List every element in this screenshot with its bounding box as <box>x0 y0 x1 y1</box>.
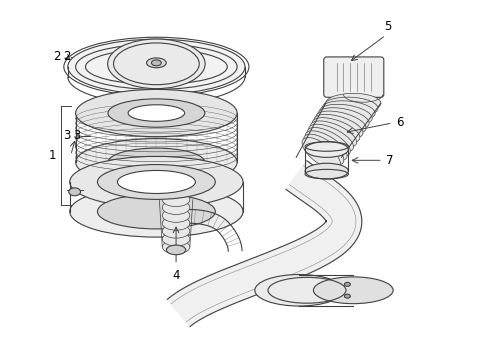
Text: 7: 7 <box>385 154 392 167</box>
Ellipse shape <box>162 240 189 254</box>
Text: 3: 3 <box>63 129 71 142</box>
Text: 4: 4 <box>172 269 180 282</box>
Ellipse shape <box>315 111 366 134</box>
Polygon shape <box>167 161 361 327</box>
Ellipse shape <box>303 134 343 165</box>
Text: 6: 6 <box>395 116 402 129</box>
Ellipse shape <box>151 60 161 66</box>
Ellipse shape <box>162 193 189 207</box>
Ellipse shape <box>68 39 244 94</box>
Ellipse shape <box>313 114 362 139</box>
Ellipse shape <box>76 89 237 137</box>
Ellipse shape <box>325 93 380 113</box>
Text: 5: 5 <box>383 20 390 33</box>
Ellipse shape <box>344 294 349 298</box>
Text: 3: 3 <box>73 129 81 142</box>
Ellipse shape <box>344 282 349 286</box>
Ellipse shape <box>313 277 392 304</box>
Ellipse shape <box>97 194 215 229</box>
Ellipse shape <box>117 170 195 193</box>
Ellipse shape <box>70 156 243 208</box>
Ellipse shape <box>97 165 215 199</box>
Ellipse shape <box>162 201 189 215</box>
Text: 1: 1 <box>48 149 56 162</box>
Text: 2: 2 <box>63 50 71 63</box>
Ellipse shape <box>69 188 81 196</box>
Ellipse shape <box>166 245 185 255</box>
Ellipse shape <box>162 208 189 222</box>
Ellipse shape <box>306 127 349 156</box>
Ellipse shape <box>305 163 347 179</box>
Ellipse shape <box>302 138 340 170</box>
Ellipse shape <box>254 275 343 306</box>
Ellipse shape <box>162 216 189 230</box>
Ellipse shape <box>305 141 347 157</box>
Ellipse shape <box>162 224 189 238</box>
Ellipse shape <box>107 39 204 89</box>
Ellipse shape <box>108 99 204 127</box>
Ellipse shape <box>76 139 237 186</box>
Ellipse shape <box>317 108 368 130</box>
Ellipse shape <box>108 148 204 176</box>
Ellipse shape <box>308 124 353 152</box>
FancyBboxPatch shape <box>323 57 383 97</box>
Ellipse shape <box>305 131 346 161</box>
Ellipse shape <box>128 105 184 121</box>
Ellipse shape <box>310 121 356 147</box>
Ellipse shape <box>162 232 189 246</box>
Ellipse shape <box>321 101 374 121</box>
Ellipse shape <box>323 97 377 117</box>
Ellipse shape <box>146 58 166 68</box>
Ellipse shape <box>312 118 359 143</box>
Text: 2: 2 <box>53 50 61 63</box>
Ellipse shape <box>70 186 243 237</box>
Ellipse shape <box>319 104 371 125</box>
